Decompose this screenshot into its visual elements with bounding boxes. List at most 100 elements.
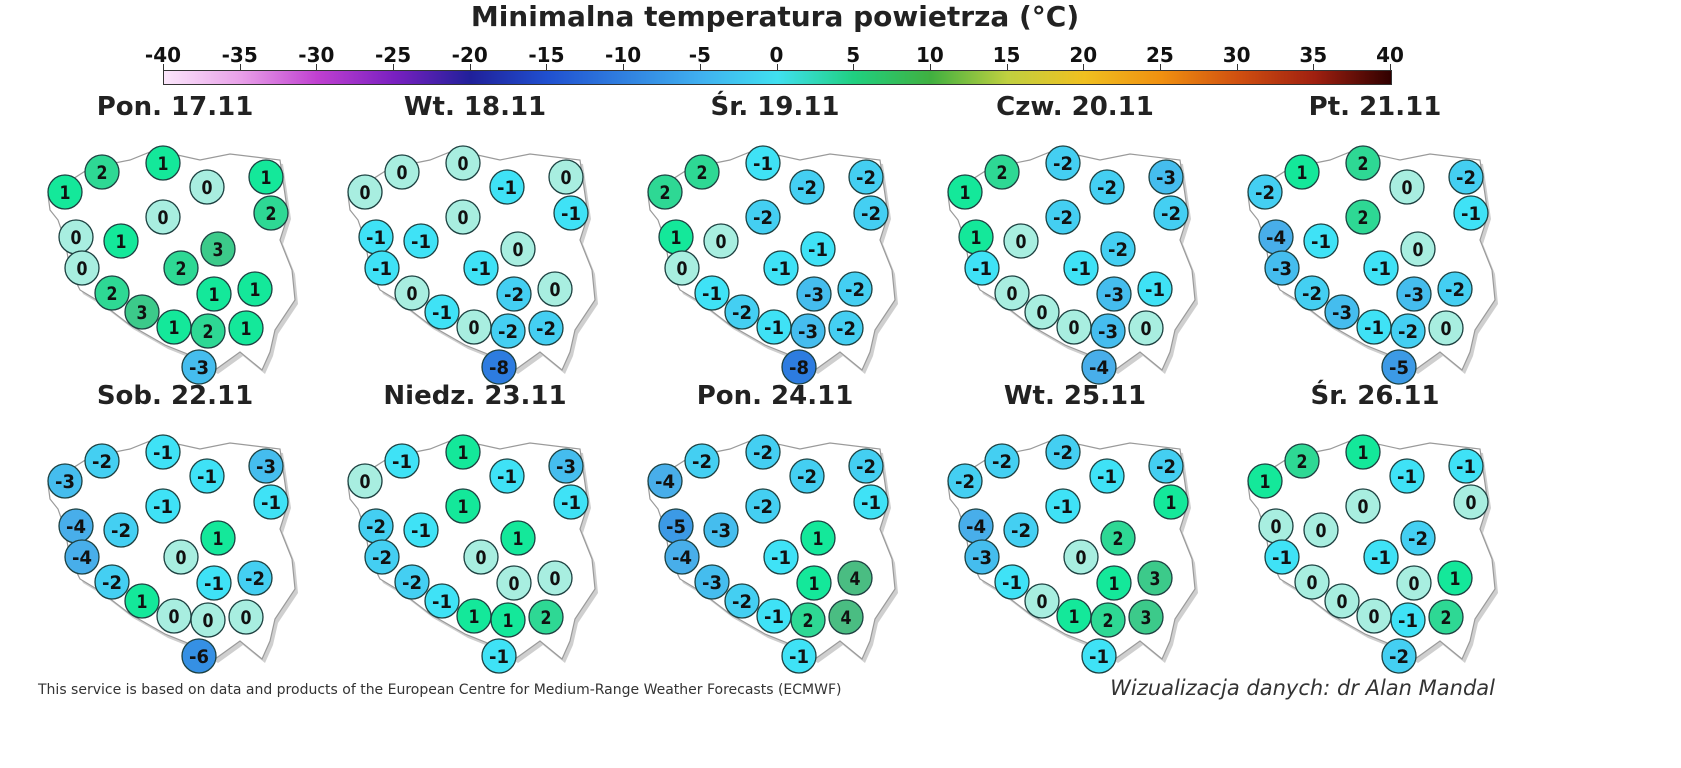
colorbar-tick [1313,64,1315,70]
station-value: 1 [213,528,224,550]
station-circle [384,443,420,479]
station-circle [1045,488,1081,524]
station-marker: -2 [789,458,825,494]
station-circle [1390,313,1426,349]
station-circle [1024,294,1060,330]
station-marker: -1 [964,250,1000,286]
station-value: 1 [60,182,71,204]
station-value: 1 [241,318,252,340]
station-circle [124,583,160,619]
station-marker: -4 [64,539,100,575]
station-marker: 0 [1258,508,1294,544]
station-value: -3 [798,321,818,343]
station-marker: 0 [347,463,383,499]
chart-title: Minimalna temperatura powietrza (°C) [470,0,1080,33]
station-marker: 0 [496,565,532,601]
colorbar-tick-label: -40 [144,43,182,67]
station-marker: 1 [124,583,160,619]
station-marker: 0 [384,154,420,190]
station-circle [1090,313,1126,349]
station-marker: 2 [94,275,130,311]
station-marker: -2 [1400,520,1436,556]
station-marker: -3 [790,313,826,349]
station-marker: -1 [763,539,799,575]
station-circle [490,313,526,349]
station-marker: -2 [84,443,120,479]
station-value: 0 [241,607,252,629]
station-circle [1294,275,1330,311]
station-circle [84,154,120,190]
station-value: 4 [850,568,861,590]
station-circle [253,195,289,231]
station-marker: -2 [1153,195,1189,231]
station-marker: -2 [1148,448,1184,484]
station-circle [489,458,525,494]
station-marker: 1 [237,271,273,307]
station-circle [500,520,536,556]
station-circle [445,434,481,470]
station-circle [445,199,481,235]
map-day-title: Pt. 21.11 [1308,92,1442,122]
station-marker: -1 [994,564,1030,600]
colorbar-tick-label: 30 [1222,43,1251,67]
station-marker: 3 [200,231,236,267]
station-circle [745,199,781,235]
station-marker: 0 [500,231,536,267]
station-marker: 0 [456,309,492,345]
station-value: 0 [1271,516,1282,538]
colorbar-tick-label: -35 [221,43,258,67]
station-value: 0 [71,227,82,249]
station-marker: -8 [481,349,517,385]
station-marker: 1 [200,520,236,556]
forecast-map: Sob. 22.11 -3 -2 -1 -1 -3 -1 -1 -4 -2 1 0 -4 -2 1 -1 -2 0… [30,381,330,709]
station-marker: -2 [1294,275,1330,311]
station-value: -2 [1108,239,1128,261]
station-value: -1 [1071,258,1091,280]
station-marker: -3 [703,512,739,548]
station-marker: -1 [1081,638,1117,674]
station-marker: -1 [145,488,181,524]
station-marker: 1 [1345,434,1381,470]
station-value: 0 [203,610,214,632]
station-marker: 2 [1345,145,1381,181]
station-value: -3 [55,471,75,493]
station-value: 0 [513,239,524,261]
station-circle [145,145,181,181]
station-value: -1 [561,492,581,514]
station-circle [947,463,983,499]
station-value: -1 [411,231,431,253]
station-value: 1 [261,167,272,189]
map-day-title: Sob. 22.11 [96,381,254,411]
station-circle [1284,154,1320,190]
station-value: 1 [158,153,169,175]
station-marker: 0 [1453,484,1489,520]
colorbar-tick [393,64,395,70]
station-value: -6 [189,646,209,668]
station-marker: 1 [103,223,139,259]
station-value: -2 [753,207,773,229]
station-marker: -1 [553,484,589,520]
station-marker: -3 [548,448,584,484]
station-marker: -2 [828,310,864,346]
station-value: -2 [92,451,112,473]
station-circle [64,539,100,575]
station-circle [181,638,217,674]
station-value: -2 [797,177,817,199]
station-marker: -3 [796,276,832,312]
station-value: -1 [197,466,217,488]
station-marker: -2 [1100,231,1136,267]
station-marker: 1 [456,598,492,634]
station-circle [228,310,264,346]
station-value: 0 [458,153,469,175]
colorbar-tick [1159,64,1161,70]
station-marker: -2 [1247,174,1283,210]
station-circle [103,512,139,548]
station-circle [1284,443,1320,479]
station-value: -1 [789,646,809,668]
station-marker: 1 [500,520,536,556]
station-marker: 0 [1400,231,1436,267]
station-value: -3 [256,456,276,478]
station-marker: -1 [553,195,589,231]
station-value: 1 [137,591,148,613]
map-day-title: Pon. 17.11 [96,92,254,122]
